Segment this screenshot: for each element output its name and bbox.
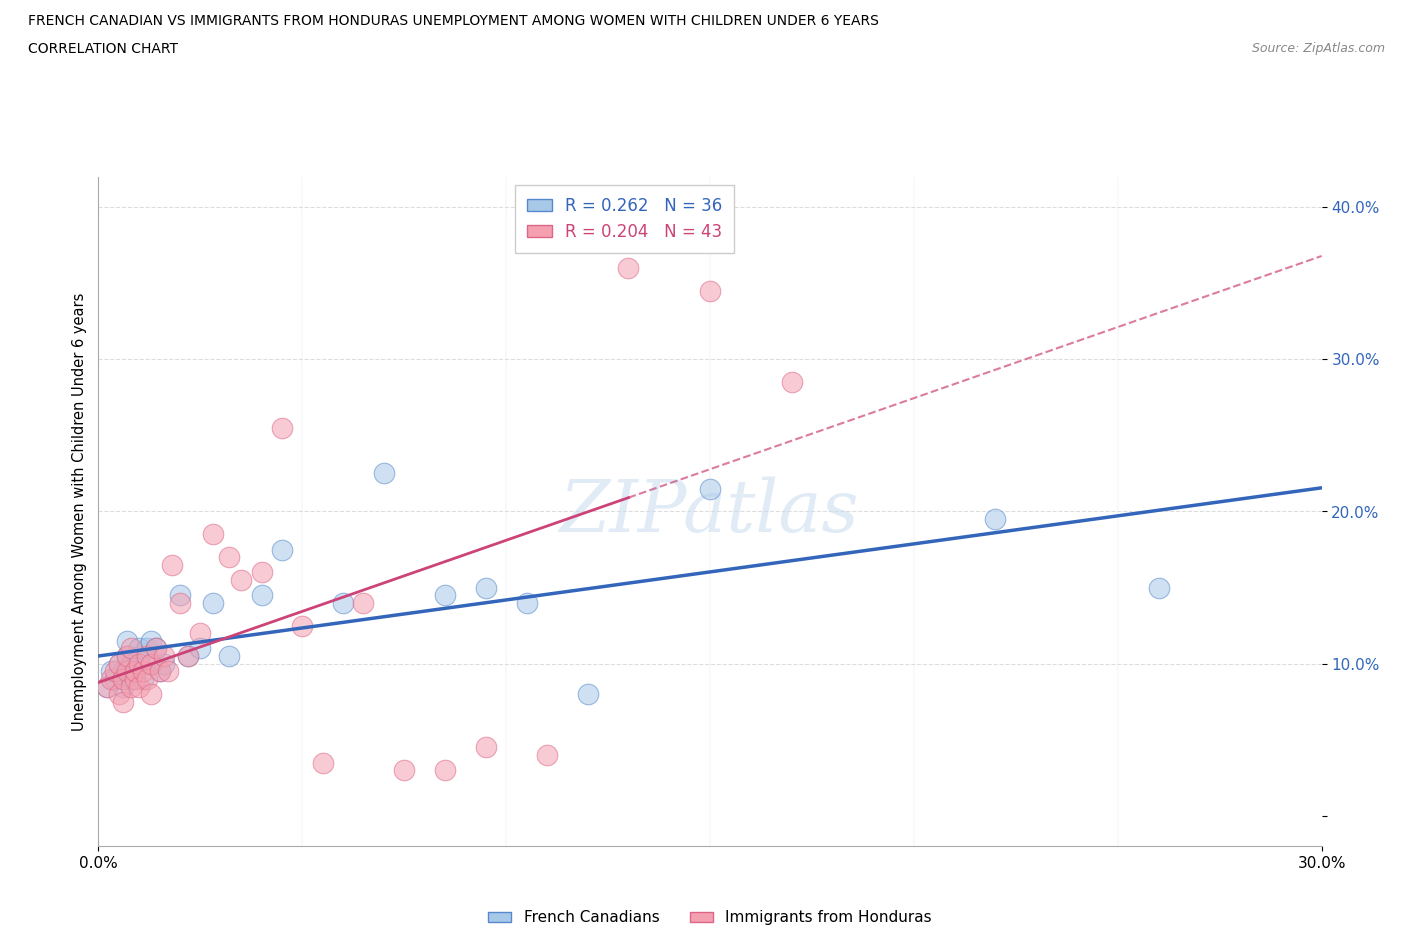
Point — [108, 657, 131, 671]
Point — [145, 641, 167, 656]
Point — [128, 641, 150, 656]
Point — [145, 641, 167, 656]
Point — [617, 260, 640, 275]
Point — [188, 641, 212, 656]
Point — [115, 648, 138, 663]
Text: Source: ZipAtlas.com: Source: ZipAtlas.com — [1251, 42, 1385, 55]
Point — [699, 481, 721, 496]
Text: ZIPatlas: ZIPatlas — [560, 476, 860, 547]
Point — [111, 695, 134, 710]
Point — [231, 573, 253, 588]
Text: CORRELATION CHART: CORRELATION CHART — [28, 42, 179, 56]
Point — [128, 648, 150, 663]
Point — [100, 664, 122, 679]
Point — [392, 763, 416, 777]
Point — [111, 664, 134, 679]
Point — [152, 657, 174, 671]
Point — [141, 657, 163, 671]
Point — [149, 664, 172, 679]
Point — [124, 671, 146, 686]
Point — [250, 565, 273, 579]
Point — [576, 686, 599, 701]
Point — [270, 420, 294, 435]
Point — [128, 679, 150, 694]
Point — [516, 595, 538, 610]
Point — [352, 595, 374, 610]
Point — [201, 527, 224, 542]
Point — [124, 664, 146, 679]
Point — [115, 648, 138, 663]
Point — [169, 595, 191, 610]
Point — [96, 679, 118, 694]
Point — [128, 657, 150, 671]
Point — [111, 671, 134, 686]
Point — [120, 679, 142, 694]
Point — [141, 686, 163, 701]
Point — [136, 671, 159, 686]
Point — [120, 641, 142, 656]
Point — [115, 664, 138, 679]
Point — [312, 755, 335, 770]
Point — [115, 633, 138, 648]
Point — [120, 671, 142, 686]
Point — [201, 595, 224, 610]
Point — [177, 648, 200, 663]
Point — [156, 664, 179, 679]
Y-axis label: Unemployment Among Women with Children Under 6 years: Unemployment Among Women with Children U… — [72, 292, 87, 731]
Point — [169, 588, 191, 603]
Point — [104, 664, 127, 679]
Point — [218, 648, 240, 663]
Legend: French Canadians, Immigrants from Honduras: French Canadians, Immigrants from Hondur… — [482, 904, 938, 930]
Point — [136, 641, 159, 656]
Point — [291, 618, 314, 633]
Point — [160, 557, 183, 572]
Point — [96, 679, 118, 694]
Point — [141, 633, 163, 648]
Point — [434, 588, 457, 603]
Point — [699, 284, 721, 299]
Point — [332, 595, 354, 610]
Point — [536, 748, 558, 763]
Point — [108, 686, 131, 701]
Text: FRENCH CANADIAN VS IMMIGRANTS FROM HONDURAS UNEMPLOYMENT AMONG WOMEN WITH CHILDR: FRENCH CANADIAN VS IMMIGRANTS FROM HONDU… — [28, 14, 879, 28]
Point — [984, 512, 1007, 526]
Point — [434, 763, 457, 777]
Point — [100, 671, 122, 686]
Point — [250, 588, 273, 603]
Point — [111, 679, 134, 694]
Point — [104, 671, 127, 686]
Point — [120, 657, 142, 671]
Point — [152, 648, 174, 663]
Point — [1147, 580, 1170, 595]
Point — [474, 580, 498, 595]
Point — [132, 671, 155, 686]
Point — [780, 375, 803, 390]
Point — [474, 740, 498, 755]
Point — [136, 648, 159, 663]
Point — [124, 664, 146, 679]
Point — [188, 626, 212, 641]
Point — [270, 542, 294, 557]
Point — [177, 648, 200, 663]
Point — [141, 657, 163, 671]
Point — [218, 550, 240, 565]
Point — [108, 657, 131, 671]
Point — [373, 466, 395, 481]
Point — [149, 664, 172, 679]
Point — [132, 664, 155, 679]
